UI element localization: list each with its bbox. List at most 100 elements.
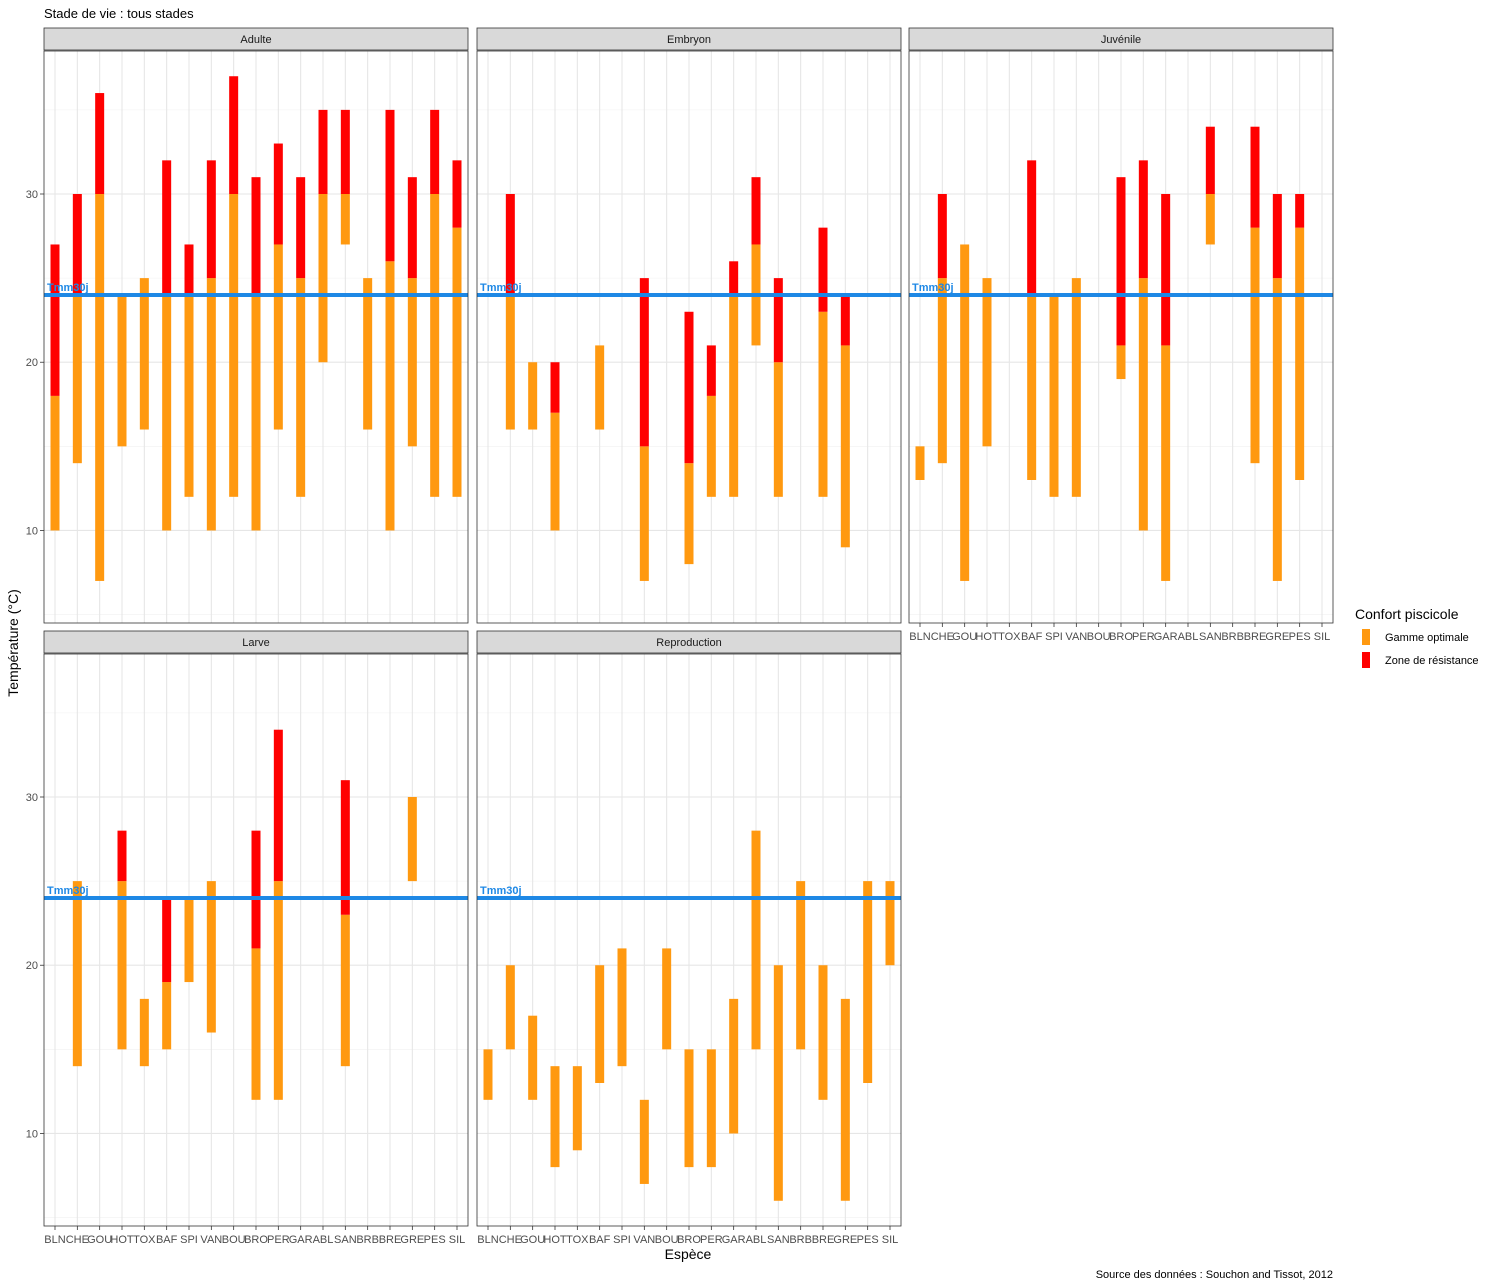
bar-resistance-gar (296, 177, 306, 279)
bar-optimal-spi (1049, 294, 1059, 497)
x-tick-label: BAF (156, 1234, 178, 1246)
bar-optimal-gou (528, 1015, 538, 1100)
bar-optimal-gar (1161, 345, 1171, 581)
bar-optimal-bln (483, 1049, 493, 1100)
x-tick-label: BLN (909, 631, 930, 643)
bar-resistance-bre (385, 109, 395, 262)
bar-optimal-abl (751, 830, 761, 1050)
x-tick-label: ABL (313, 1234, 334, 1246)
bar-optimal-san (340, 194, 350, 245)
bar-optimal-bro (684, 1049, 694, 1168)
x-tick-label: GOU (520, 1234, 545, 1246)
bar-optimal-bln (915, 446, 925, 480)
reference-line-label: Tmm30j (912, 282, 954, 294)
bar-optimal-che (505, 965, 515, 1050)
x-tick-label: HOT (975, 631, 999, 643)
bar-resistance-per (273, 143, 283, 245)
x-tick-label: PER (700, 1234, 723, 1246)
bar-optimal-pes (1295, 227, 1305, 480)
x-tick-label: TOX (133, 1234, 156, 1246)
x-tick-label: SIL (1314, 631, 1331, 643)
facet-strip (43, 630, 469, 654)
bar-optimal-san (773, 362, 783, 497)
bar-resistance-per (1138, 160, 1148, 279)
bar-resistance-per (273, 729, 283, 882)
bar-optimal-tox (139, 278, 149, 430)
bar-resistance-abl (751, 177, 761, 245)
y-axis-title: Température (°C) (5, 589, 21, 697)
legend-key-resistance (1362, 652, 1370, 668)
facet-strip-label: Adulte (240, 34, 271, 46)
bar-optimal-pes (430, 194, 440, 497)
x-tick-label: CHE (931, 631, 954, 643)
facet-adulte: Adulte Tmm30j 10 20 30 (26, 27, 469, 624)
legend-title: Confort piscicole (1355, 606, 1459, 622)
facet-strip (908, 27, 1334, 51)
bar-optimal-per (273, 244, 283, 430)
bar-resistance-hot (550, 362, 560, 413)
bar-optimal-hot (117, 294, 127, 447)
x-tick-label: PER (1132, 631, 1155, 643)
bar-resistance-bre (1250, 126, 1260, 228)
bar-optimal-baf (1027, 294, 1037, 480)
x-tick-label: SIL (882, 1234, 899, 1246)
x-tick-label: HOT (110, 1234, 134, 1246)
x-tick-label: BRO (1109, 631, 1133, 643)
x-tick-label: BOU (1087, 631, 1111, 643)
x-tick-label: CHE (66, 1234, 89, 1246)
bar-optimal-gou (95, 194, 105, 581)
x-tick-label: TOX (566, 1234, 589, 1246)
x-tick-label: SPI (180, 1234, 198, 1246)
bar-resistance-san (1205, 126, 1215, 194)
x-tick-label: SPI (613, 1234, 631, 1246)
bar-resistance-bln (50, 244, 60, 396)
bar-optimal-per (706, 1049, 716, 1168)
bar-optimal-san (773, 965, 783, 1201)
bar-resistance-bro (684, 311, 694, 464)
x-tick-label: PES (424, 1234, 446, 1246)
bar-optimal-bro (1116, 345, 1126, 380)
bar-optimal-spi (617, 948, 627, 1067)
bar-resistance-che (72, 194, 82, 295)
x-tick-label: ABL (746, 1234, 767, 1246)
bar-optimal-spi (184, 294, 194, 497)
bar-optimal-bre (818, 311, 828, 497)
x-tick-label: SAN (1199, 631, 1222, 643)
x-tick-label: GOU (952, 631, 977, 643)
facet-panels: Adulte Tmm30j 10 20 30 Embryon Tmm30j Juvénile T… (26, 27, 1334, 1246)
chart-title: Stade de vie : tous stades (44, 6, 194, 21)
bar-resistance-hot (117, 830, 127, 882)
bar-optimal-bou (662, 948, 672, 1050)
bar-optimal-hot (117, 881, 127, 1050)
bar-resistance-van (206, 160, 216, 279)
x-tick-label: VAN (633, 1234, 655, 1246)
bar-optimal-gre (840, 998, 850, 1201)
bar-optimal-spi (184, 897, 194, 983)
bar-optimal-gre (407, 278, 417, 447)
bar-optimal-van (639, 1099, 649, 1184)
bar-resistance-gar (1161, 194, 1171, 346)
bar-optimal-gar (296, 278, 306, 497)
bar-resistance-che (937, 194, 947, 279)
bar-resistance-bro (251, 830, 261, 949)
chart-caption: Source des données : Souchon and Tissot,… (1096, 1269, 1333, 1281)
bar-resistance-gar (729, 261, 739, 295)
bar-optimal-sil (885, 881, 895, 966)
bar-resistance-baf (1027, 160, 1037, 295)
bar-optimal-baf (162, 982, 172, 1050)
x-tick-label: VAN (1065, 631, 1087, 643)
reference-line-label: Tmm30j (480, 885, 522, 897)
facet-strip-label: Reproduction (656, 637, 721, 649)
bar-optimal-baf (595, 345, 605, 430)
x-tick-label: GRE (1265, 631, 1289, 643)
bar-optimal-bou (229, 194, 239, 497)
legend: Confort piscicole Gamme optimale Zone de… (1355, 606, 1479, 668)
reference-line-label: Tmm30j (47, 282, 89, 294)
x-tick-label: GAR (289, 1234, 313, 1246)
x-tick-label: BAF (1021, 631, 1043, 643)
x-tick-label: BLN (477, 1234, 498, 1246)
y-tick-label: 20 (26, 960, 38, 972)
bar-resistance-baf (162, 160, 172, 295)
x-tick-label: ABL (1178, 631, 1199, 643)
